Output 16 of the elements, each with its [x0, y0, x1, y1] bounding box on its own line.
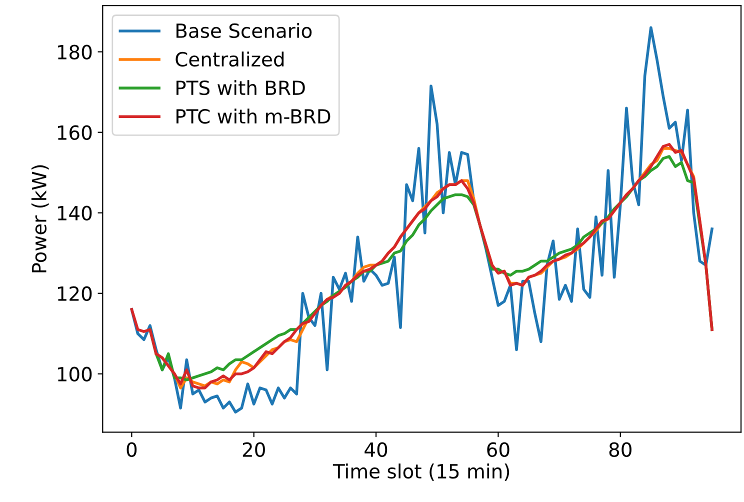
y-tick-label: 160 [58, 125, 92, 140]
y-tick-label: 180 [58, 44, 92, 60]
y-axis-title: Power (kW) [31, 165, 49, 272]
x-axis-title: Time slot (15 min) [332, 464, 510, 481]
legend-label: Base Scenario [176, 23, 312, 38]
y-tick-label: 120 [58, 286, 92, 302]
x-tick-label: 80 [609, 442, 632, 457]
x-tick-label: 0 [126, 442, 137, 457]
y-tick-label: 100 [58, 366, 92, 382]
x-tick-label: 60 [487, 442, 510, 457]
x-tick-label: 20 [242, 442, 265, 457]
legend-label: Centralized [176, 52, 284, 67]
x-tick-label: 40 [364, 442, 388, 457]
legend-label: PTC with m-BRD [176, 108, 330, 124]
y-tick-label: 140 [58, 206, 92, 220]
legend-label: PTS with BRD [176, 80, 305, 96]
